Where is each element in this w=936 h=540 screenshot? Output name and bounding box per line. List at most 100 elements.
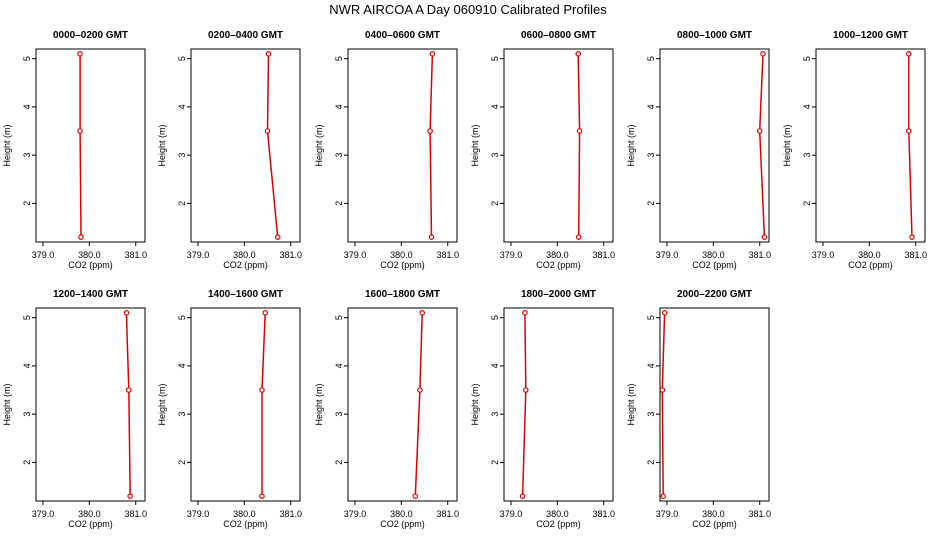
data-point <box>761 234 768 240</box>
x-tick-label: 381.0 <box>124 250 147 260</box>
x-tick-label: 379.0 <box>32 509 55 519</box>
plot-frame <box>503 48 614 243</box>
profile-line <box>125 312 131 497</box>
panel-title: 0400–0600 GMT <box>365 30 440 41</box>
data-point <box>660 493 667 499</box>
x-tick-label: 379.0 <box>500 250 523 260</box>
y-axis-label: Height (m) <box>314 124 324 166</box>
y-tick-label: 3 <box>177 153 187 158</box>
data-point <box>419 310 426 316</box>
x-tick-label: 381.0 <box>592 250 615 260</box>
x-tick-label: 380.0 <box>546 250 569 260</box>
y-tick-label: 5 <box>646 56 656 61</box>
x-tick-label: 381.0 <box>279 509 302 519</box>
data-point <box>905 51 912 57</box>
y-tick-label: 5 <box>22 56 32 61</box>
x-tick-label: 379.0 <box>344 509 367 519</box>
x-axis-label: CO2 (ppm) <box>68 519 113 529</box>
y-tick-label: 2 <box>22 460 32 465</box>
y-tick-label: 2 <box>334 460 344 465</box>
plot-frame <box>190 48 301 243</box>
y-tick-label: 2 <box>22 201 32 206</box>
x-tick-label: 381.0 <box>124 509 147 519</box>
x-axis-label: CO2 (ppm) <box>380 519 425 529</box>
y-tick-label: 2 <box>334 201 344 206</box>
y-tick-label: 3 <box>490 153 500 158</box>
y-tick-label: 2 <box>646 460 656 465</box>
x-tick-label: 379.0 <box>32 250 55 260</box>
profile-line <box>577 53 581 238</box>
panel-11: 2000–2200 GMT 379.0 380.0 381.0 CO2 (ppm) 2 3 4… <box>626 289 771 529</box>
x-tick-label: 381.0 <box>904 250 927 260</box>
data-point <box>519 493 526 499</box>
data-point <box>259 387 265 393</box>
panel-7: 1200–1400 GMT 379.0 380.0 381.0 CO2 (ppm) 2 3 4… <box>2 289 147 529</box>
profile-line <box>429 53 434 238</box>
data-point <box>429 51 436 57</box>
x-tick-label: 381.0 <box>748 509 771 519</box>
panel-10: 1800–2000 GMT 379.0 380.0 381.0 CO2 (ppm) 2 3 4… <box>470 289 615 529</box>
y-axis-label: Height (m) <box>157 124 167 166</box>
data-point <box>576 128 583 134</box>
x-tick-label: 379.0 <box>344 250 367 260</box>
y-tick-label: 3 <box>334 153 344 158</box>
y-tick-label: 3 <box>646 153 656 158</box>
y-tick-label: 3 <box>802 153 812 158</box>
panel-6: 1000–1200 GMT 379.0 380.0 381.0 CO2 (ppm) 2 3 4… <box>782 30 927 270</box>
figure-title: NWR AIRCOA A Day 060910 Calibrated Profi… <box>329 2 607 17</box>
y-tick-label: 4 <box>334 104 344 109</box>
y-axis-label: Height (m) <box>782 124 792 166</box>
profile-line <box>521 312 527 497</box>
y-tick-label: 3 <box>177 412 187 417</box>
panel-8: 1400–1600 GMT 379.0 380.0 381.0 CO2 (ppm) 2 3 4… <box>157 289 302 529</box>
data-point <box>412 493 419 499</box>
profile-line <box>79 53 82 238</box>
x-tick-label: 379.0 <box>187 250 210 260</box>
x-tick-label: 381.0 <box>592 509 615 519</box>
x-tick-label: 379.0 <box>500 509 523 519</box>
x-tick-label: 380.0 <box>78 250 101 260</box>
panel-3: 0400–0600 GMT 379.0 380.0 381.0 CO2 (ppm) 2 3 4… <box>314 30 459 270</box>
y-tick-label: 4 <box>490 363 500 368</box>
panel-4: 0600–0800 GMT 379.0 380.0 381.0 CO2 (ppm) 2 3 4… <box>470 30 615 270</box>
plot-frame <box>190 307 301 502</box>
data-point <box>123 310 130 316</box>
panel-2: 0200–0400 GMT 379.0 380.0 381.0 CO2 (ppm) 2 3 4… <box>157 30 302 270</box>
y-tick-label: 2 <box>646 201 656 206</box>
profile-line <box>758 53 766 238</box>
y-tick-label: 2 <box>177 201 187 206</box>
y-tick-label: 5 <box>490 315 500 320</box>
panel-title: 0800–1000 GMT <box>677 30 752 41</box>
data-point <box>905 128 912 134</box>
x-tick-label: 380.0 <box>390 250 413 260</box>
data-point <box>78 234 84 240</box>
panel-title: 0200–0400 GMT <box>208 30 283 41</box>
y-tick-label: 2 <box>490 201 500 206</box>
panel-title: 1800–2000 GMT <box>521 289 596 300</box>
data-point <box>262 310 269 316</box>
x-axis-label: CO2 (ppm) <box>380 260 425 270</box>
data-point <box>522 387 529 393</box>
y-tick-label: 5 <box>802 56 812 61</box>
data-point <box>77 51 83 57</box>
x-tick-label: 379.0 <box>656 509 679 519</box>
y-tick-label: 4 <box>646 363 656 368</box>
plot-frame <box>503 307 614 502</box>
data-point <box>77 128 83 134</box>
x-tick-label: 381.0 <box>436 250 459 260</box>
y-tick-label: 3 <box>22 412 32 417</box>
y-axis-label: Height (m) <box>2 124 12 166</box>
profile-line <box>266 53 279 238</box>
plot-frame <box>659 48 770 243</box>
data-point <box>909 234 915 240</box>
x-axis-label: CO2 (ppm) <box>692 519 737 529</box>
y-tick-label: 2 <box>802 201 812 206</box>
data-point <box>274 234 281 240</box>
y-tick-label: 4 <box>490 104 500 109</box>
data-point <box>659 387 666 393</box>
profile-line <box>414 312 423 497</box>
panel-title: 2000–2200 GMT <box>677 289 752 300</box>
y-axis-label: Height (m) <box>470 124 480 166</box>
data-point <box>264 128 271 134</box>
